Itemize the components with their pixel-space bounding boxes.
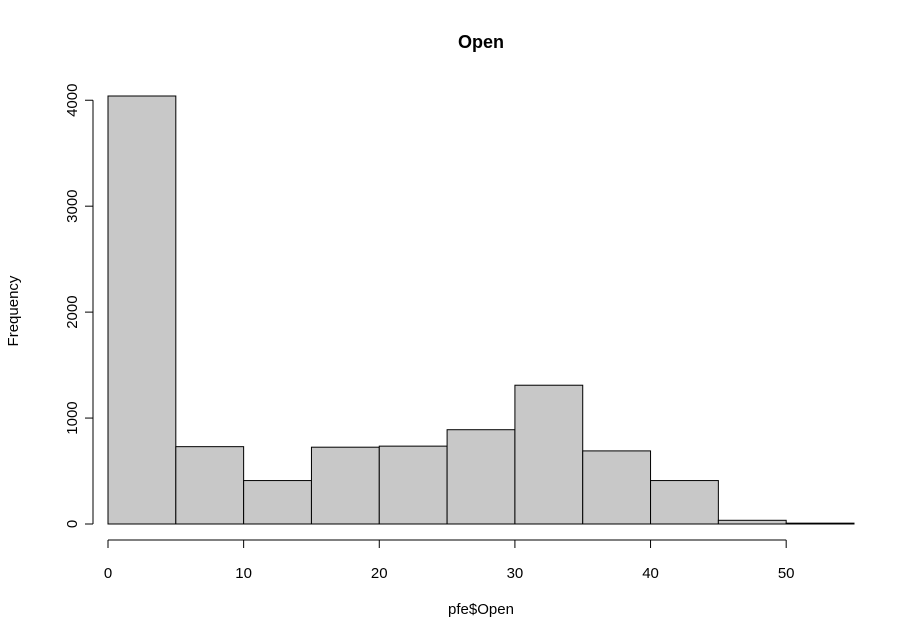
y-tick-label: 0 xyxy=(64,520,81,528)
histogram-bar-9 xyxy=(717,519,787,525)
x-axis: 0 10 20 30 40 50 xyxy=(104,539,795,582)
histogram-bar-6 xyxy=(514,384,584,525)
histogram-bar-1 xyxy=(175,446,245,525)
histogram-bar-5 xyxy=(446,429,516,525)
histogram-bar-8 xyxy=(650,480,719,525)
y-tick-label: 1000 xyxy=(64,401,81,434)
histogram-bar-7 xyxy=(582,450,652,525)
y-axis: 0 1000 2000 3000 4000 xyxy=(64,84,94,528)
x-tick-label: 40 xyxy=(642,565,659,582)
x-tick-label: 10 xyxy=(235,565,252,582)
histogram-bar-4 xyxy=(378,445,448,525)
chart-title: Open xyxy=(458,32,504,52)
x-tick-label: 20 xyxy=(371,565,388,582)
histogram-bar-2 xyxy=(243,480,312,525)
x-tick-label: 0 xyxy=(104,565,112,582)
histogram-bar-10 xyxy=(785,522,855,525)
bars-group xyxy=(107,95,855,525)
y-axis-label: Frequency xyxy=(5,275,22,346)
y-tick-label: 2000 xyxy=(64,295,81,328)
y-tick-label: 3000 xyxy=(64,189,81,222)
histogram-bar-0 xyxy=(107,95,177,525)
x-axis-label: pfe$Open xyxy=(448,601,514,618)
y-tick-label: 4000 xyxy=(64,84,81,117)
histogram-bar-3 xyxy=(310,446,380,525)
x-tick-label: 30 xyxy=(507,565,524,582)
x-tick-label: 50 xyxy=(778,565,795,582)
